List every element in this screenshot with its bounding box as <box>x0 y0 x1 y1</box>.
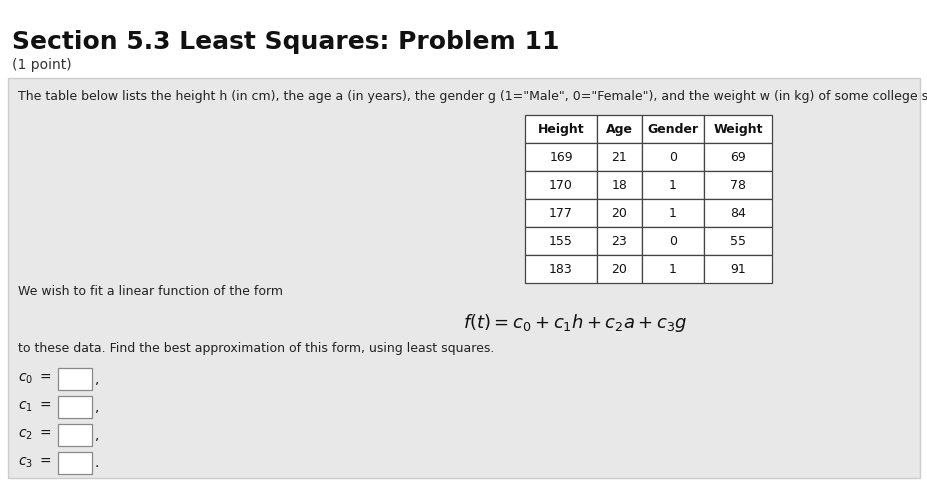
Text: 69: 69 <box>730 151 745 163</box>
Bar <box>641 227 704 255</box>
Text: 1: 1 <box>668 262 676 276</box>
Text: 170: 170 <box>549 178 572 191</box>
Bar <box>57 452 92 474</box>
Text: Gender: Gender <box>647 122 698 136</box>
Text: Weight: Weight <box>713 122 762 136</box>
Bar <box>525 115 596 143</box>
Text: Section 5.3 Least Squares: Problem 11: Section 5.3 Least Squares: Problem 11 <box>12 30 559 54</box>
Text: 20: 20 <box>611 262 627 276</box>
Bar <box>57 424 92 446</box>
Text: Height: Height <box>537 122 584 136</box>
Text: 1: 1 <box>668 207 676 220</box>
Bar <box>57 368 92 390</box>
Text: We wish to fit a linear function of the form: We wish to fit a linear function of the … <box>18 285 283 298</box>
Text: ,: , <box>95 428 99 442</box>
Text: 155: 155 <box>549 235 572 247</box>
Bar <box>704 171 771 199</box>
Bar <box>641 171 704 199</box>
Text: 91: 91 <box>730 262 745 276</box>
Text: $f(t) = c_0 + c_1 h + c_2 a + c_3 g$: $f(t) = c_0 + c_1 h + c_2 a + c_3 g$ <box>463 312 687 334</box>
Text: (1 point): (1 point) <box>12 58 71 72</box>
Text: 18: 18 <box>611 178 627 191</box>
Text: $c_0$ $=$: $c_0$ $=$ <box>18 372 51 386</box>
Text: .: . <box>95 456 99 470</box>
Text: ,: , <box>95 400 99 414</box>
Bar <box>596 255 641 283</box>
Text: $c_2$ $=$: $c_2$ $=$ <box>18 428 51 442</box>
Text: 55: 55 <box>730 235 745 247</box>
Text: 0: 0 <box>668 151 677 163</box>
Text: 0: 0 <box>668 235 677 247</box>
Bar <box>525 143 596 171</box>
Bar <box>596 199 641 227</box>
Text: 23: 23 <box>611 235 627 247</box>
Bar <box>641 199 704 227</box>
Bar <box>704 227 771 255</box>
Text: The table below lists the height h (in cm), the age a (in years), the gender g (: The table below lists the height h (in c… <box>18 90 927 103</box>
Bar <box>596 115 641 143</box>
Bar <box>641 143 704 171</box>
Bar <box>8 78 919 478</box>
Bar <box>704 115 771 143</box>
Bar <box>596 227 641 255</box>
Bar <box>525 255 596 283</box>
Text: 78: 78 <box>730 178 745 191</box>
Text: 21: 21 <box>611 151 627 163</box>
Text: $c_1$ $=$: $c_1$ $=$ <box>18 400 51 414</box>
Bar <box>641 115 704 143</box>
Text: Age: Age <box>605 122 632 136</box>
Bar <box>704 199 771 227</box>
Bar <box>704 255 771 283</box>
Text: 1: 1 <box>668 178 676 191</box>
Bar <box>596 171 641 199</box>
Bar <box>57 396 92 418</box>
Text: ,: , <box>95 372 99 386</box>
Text: 20: 20 <box>611 207 627 220</box>
Text: 177: 177 <box>549 207 572 220</box>
Bar <box>641 255 704 283</box>
Text: 169: 169 <box>549 151 572 163</box>
Text: $c_3$ $=$: $c_3$ $=$ <box>18 456 51 470</box>
Bar <box>596 143 641 171</box>
Bar <box>525 199 596 227</box>
Bar <box>525 227 596 255</box>
Text: 84: 84 <box>730 207 745 220</box>
Bar <box>704 143 771 171</box>
Text: to these data. Find the best approximation of this form, using least squares.: to these data. Find the best approximati… <box>18 342 494 355</box>
Text: 183: 183 <box>549 262 572 276</box>
Bar <box>525 171 596 199</box>
